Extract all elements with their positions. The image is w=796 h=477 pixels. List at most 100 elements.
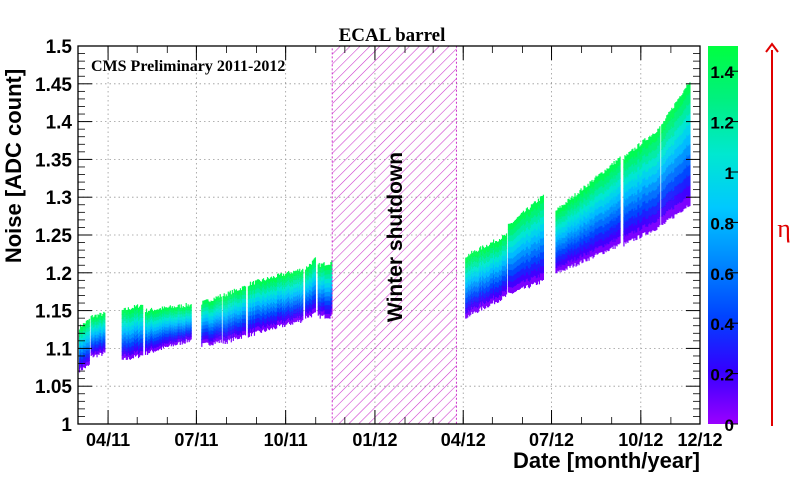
data-point-strip: [302, 286, 303, 291]
data-segment: [465, 233, 507, 318]
data-point-strip: [619, 185, 620, 193]
data-point-strip: [659, 208, 660, 217]
data-point-strip: [302, 294, 303, 299]
data-point-strip: [122, 347, 123, 352]
data-point-strip: [659, 216, 660, 225]
data-point-strip: [142, 338, 143, 343]
data-point-strip: [191, 304, 192, 308]
data-point-strip: [543, 216, 544, 224]
data-point-strip: [215, 314, 216, 318]
data-point-strip: [126, 355, 127, 360]
data-point-strip: [506, 259, 507, 265]
data-point-strip: [89, 330, 90, 334]
data-point-strip: [302, 298, 303, 303]
data-point-strip: [245, 299, 246, 304]
data-point-strip: [142, 334, 143, 339]
data-point-strip: [207, 328, 208, 332]
data-point-strip: [619, 157, 620, 165]
data-point-strip: [315, 280, 316, 285]
data-point-strip: [215, 336, 216, 340]
data-point-strip: [245, 323, 246, 328]
data-point-strip: [221, 319, 222, 323]
data-point-strip: [245, 286, 246, 291]
data-point-strip: [543, 230, 544, 238]
data-point-strip: [207, 339, 208, 343]
data-point-strip: [302, 290, 303, 295]
data-point-strip: [142, 317, 143, 322]
data-point-strip: [543, 244, 544, 252]
data-point-strip: [659, 175, 660, 184]
data-point-strip: [122, 351, 123, 356]
data-segment: [79, 319, 90, 373]
data-segment: [305, 257, 316, 318]
data-segment: [661, 82, 690, 225]
data-segment: [201, 294, 222, 347]
data-point-strip: [122, 343, 123, 348]
data-point-strip: [619, 164, 620, 172]
data-point-strip: [104, 313, 105, 317]
data-point-strip: [89, 323, 90, 327]
data-point-strip: [543, 272, 544, 280]
data-point-strip: [245, 294, 246, 299]
data-point-strip: [186, 303, 187, 307]
data-point-strip: [142, 346, 143, 351]
data-point-strip: [506, 238, 507, 244]
data-point-strip: [221, 338, 222, 342]
data-point-strip: [142, 305, 143, 310]
data-point-strip: [506, 243, 507, 249]
data-point-strip: [233, 336, 234, 341]
data-point-strip: [302, 303, 303, 308]
data-point-strip: [142, 330, 143, 335]
data-point-strip: [302, 277, 303, 282]
data-point-strip: [215, 306, 216, 310]
data-point-strip: [124, 353, 125, 358]
data-point-strip: [315, 294, 316, 299]
data-point-strip: [543, 209, 544, 217]
data-point-strip: [126, 318, 127, 323]
data-point-strip: [506, 284, 507, 290]
data-point-strip: [506, 249, 507, 255]
data-point-strip: [124, 333, 125, 338]
data-point-strip: [89, 349, 90, 353]
data-point-strip: [124, 325, 125, 330]
data-point-strip: [142, 309, 143, 314]
data-point-strip: [506, 233, 507, 239]
data-point-strip: [221, 300, 222, 304]
data-point-strip: [315, 271, 316, 276]
data-point-strip: [207, 324, 208, 328]
data-point-strip: [215, 310, 216, 314]
data-point-strip: [215, 317, 216, 321]
data-point-strip: [207, 335, 208, 339]
data-point-strip: [221, 327, 222, 331]
data-point-strip: [619, 228, 620, 236]
data-point-strip: [89, 319, 90, 323]
data-point-strip: [179, 304, 180, 308]
data-point-strip: [302, 311, 303, 316]
data-point-strip: [245, 315, 246, 320]
data-point-strip: [315, 266, 316, 271]
data-point-strip: [126, 322, 127, 327]
data-point-strip: [315, 298, 316, 303]
data-point-strip: [302, 269, 303, 274]
data-point-strip: [142, 342, 143, 347]
data-point-strip: [215, 299, 216, 303]
data-point-strip: [89, 360, 90, 364]
data-point-strip: [227, 339, 228, 344]
data-point-strip: [124, 341, 125, 346]
data-point-strip: [221, 297, 222, 301]
data-point-strip: [506, 274, 507, 280]
data-point-strip: [142, 322, 143, 327]
data-point-strip: [207, 299, 208, 303]
data-point-strip: [619, 192, 620, 200]
data-point-strip: [89, 326, 90, 330]
data-point-strip: [122, 339, 123, 344]
data-point-strip: [254, 331, 255, 336]
data-point-strip: [122, 330, 123, 335]
data-segment: [555, 157, 620, 274]
data-point-strip: [506, 269, 507, 275]
data-point-strip: [245, 290, 246, 295]
data-point-strip: [315, 289, 316, 294]
data-point-strip: [659, 167, 660, 176]
